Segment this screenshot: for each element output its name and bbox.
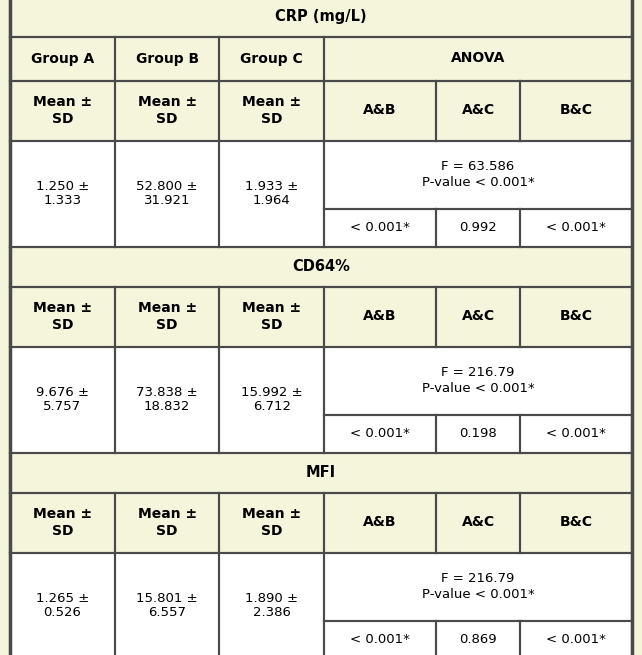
Bar (520, 81, 632, 141)
Text: 1.890 ±
2.386: 1.890 ± 2.386 (245, 591, 299, 620)
Bar (10, 81, 115, 141)
Bar (324, 415, 436, 453)
Bar (115, 286, 220, 346)
Bar (10, 0, 632, 37)
Text: 73.838 ±
18.832: 73.838 ± 18.832 (136, 386, 198, 413)
Bar (520, 493, 632, 553)
Text: A&B: A&B (363, 103, 397, 117)
Bar (520, 208, 632, 246)
Text: 1.250 ±
1.333: 1.250 ± 1.333 (36, 179, 89, 208)
Text: A&B: A&B (363, 515, 397, 529)
Text: Group C: Group C (240, 52, 303, 66)
Bar (436, 493, 520, 553)
Text: A&C: A&C (462, 515, 494, 529)
Bar (324, 141, 632, 208)
Bar (220, 493, 324, 553)
Text: Mean ±
SD: Mean ± SD (242, 301, 301, 331)
Text: Mean ±
SD: Mean ± SD (137, 301, 196, 331)
Text: B&C: B&C (559, 310, 593, 324)
Bar (10, 141, 115, 246)
Bar (324, 493, 436, 553)
Bar (115, 37, 220, 81)
Bar (520, 286, 632, 346)
Text: < 0.001*: < 0.001* (546, 633, 606, 646)
Text: 0.992: 0.992 (459, 221, 497, 234)
Text: 1.265 ±
0.526: 1.265 ± 0.526 (36, 591, 89, 620)
Text: F = 216.79
P-value < 0.001*: F = 216.79 P-value < 0.001* (422, 367, 534, 394)
Bar (220, 346, 324, 453)
Bar (10, 286, 115, 346)
Bar (115, 346, 220, 453)
Text: F = 216.79
P-value < 0.001*: F = 216.79 P-value < 0.001* (422, 572, 534, 601)
Bar (10, 37, 115, 81)
Text: CD64%: CD64% (292, 259, 350, 274)
Text: < 0.001*: < 0.001* (351, 221, 410, 234)
Text: A&C: A&C (462, 310, 494, 324)
Bar (220, 286, 324, 346)
Text: Mean ±
SD: Mean ± SD (242, 96, 301, 126)
Bar (520, 415, 632, 453)
Text: Mean ±
SD: Mean ± SD (137, 508, 196, 538)
Text: 9.676 ±
5.757: 9.676 ± 5.757 (36, 386, 89, 413)
Text: < 0.001*: < 0.001* (351, 633, 410, 646)
Text: CRP (mg/L): CRP (mg/L) (275, 9, 367, 24)
Bar (10, 453, 632, 493)
Text: Mean ±
SD: Mean ± SD (33, 96, 92, 126)
Text: Mean ±
SD: Mean ± SD (33, 301, 92, 331)
Text: Mean ±
SD: Mean ± SD (242, 508, 301, 538)
Bar (520, 620, 632, 655)
Text: 15.801 ±
6.557: 15.801 ± 6.557 (136, 591, 198, 620)
Bar (115, 81, 220, 141)
Bar (220, 81, 324, 141)
Text: ANOVA: ANOVA (451, 52, 505, 66)
Text: Mean ±
SD: Mean ± SD (137, 96, 196, 126)
Bar (324, 37, 632, 81)
Bar (10, 346, 115, 453)
Text: A&B: A&B (363, 310, 397, 324)
Bar (324, 286, 436, 346)
Bar (324, 553, 632, 620)
Text: < 0.001*: < 0.001* (351, 427, 410, 440)
Bar (324, 81, 436, 141)
Text: MFI: MFI (306, 465, 336, 480)
Bar (10, 246, 632, 286)
Text: 52.800 ±
31.921: 52.800 ± 31.921 (136, 179, 198, 208)
Bar (436, 81, 520, 141)
Bar (324, 620, 436, 655)
Bar (115, 141, 220, 246)
Bar (220, 553, 324, 655)
Text: B&C: B&C (559, 103, 593, 117)
Bar (436, 415, 520, 453)
Bar (220, 141, 324, 246)
Text: Mean ±
SD: Mean ± SD (33, 508, 92, 538)
Bar (436, 208, 520, 246)
Text: F = 63.586
P-value < 0.001*: F = 63.586 P-value < 0.001* (422, 160, 534, 189)
Bar (115, 493, 220, 553)
Bar (324, 208, 436, 246)
Text: Group A: Group A (31, 52, 94, 66)
Text: A&C: A&C (462, 103, 494, 117)
Bar (220, 37, 324, 81)
Text: Group B: Group B (135, 52, 198, 66)
Text: < 0.001*: < 0.001* (546, 427, 606, 440)
Bar (10, 493, 115, 553)
Text: 15.992 ±
6.712: 15.992 ± 6.712 (241, 386, 302, 413)
Bar (10, 553, 115, 655)
Text: B&C: B&C (559, 515, 593, 529)
Text: 0.869: 0.869 (459, 633, 497, 646)
Bar (324, 346, 632, 415)
Text: < 0.001*: < 0.001* (546, 221, 606, 234)
Bar (436, 286, 520, 346)
Bar (115, 553, 220, 655)
Text: 0.198: 0.198 (459, 427, 497, 440)
Bar (436, 620, 520, 655)
Text: 1.933 ±
1.964: 1.933 ± 1.964 (245, 179, 299, 208)
